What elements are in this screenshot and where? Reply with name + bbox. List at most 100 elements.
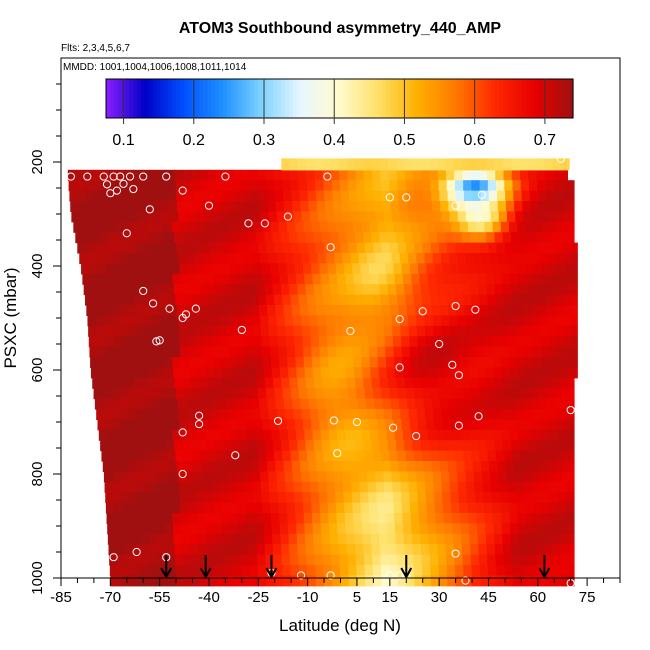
heatmap-cell xyxy=(478,377,488,389)
heatmap-cell xyxy=(430,565,440,576)
y-axis-label: PSXC (mbar) xyxy=(1,267,20,368)
heatmap-cell xyxy=(384,336,394,348)
heatmap-cell xyxy=(523,325,533,337)
heatmap-cell xyxy=(350,211,360,223)
heatmap-cell xyxy=(393,419,403,431)
heatmap-cell xyxy=(478,158,488,171)
heatmap-cell xyxy=(501,273,511,285)
heatmap-cell xyxy=(184,461,194,472)
heatmap-cell xyxy=(454,169,463,181)
heatmap-cell xyxy=(400,325,410,337)
heatmap-cell xyxy=(510,523,519,535)
heatmap-cell xyxy=(312,273,322,285)
heatmap-cell xyxy=(325,398,334,410)
heatmap-cell xyxy=(423,201,433,212)
heatmap-cell xyxy=(253,263,263,275)
heatmap-cell xyxy=(466,409,475,420)
heatmap-cell xyxy=(482,409,492,420)
heatmap-cell xyxy=(359,325,369,337)
heatmap-cell xyxy=(272,440,282,452)
heatmap-cell xyxy=(334,471,343,483)
heatmap-cell xyxy=(437,377,447,389)
heatmap-cell xyxy=(131,273,141,285)
heatmap-cell xyxy=(214,523,223,535)
heatmap-cell xyxy=(501,523,511,535)
heatmap-cell xyxy=(501,513,510,524)
heatmap-cell xyxy=(410,502,419,514)
heatmap-cell xyxy=(440,201,449,212)
data-point xyxy=(181,310,191,319)
colorbar-segment xyxy=(386,79,391,118)
heatmap-cell xyxy=(346,440,356,452)
heatmap-cell xyxy=(212,419,222,431)
heatmap-cell xyxy=(493,367,503,379)
heatmap-cell xyxy=(82,273,92,285)
heatmap-cell xyxy=(191,450,201,462)
heatmap-cell xyxy=(375,481,385,493)
heatmap-cell xyxy=(322,544,332,556)
heatmap-cell xyxy=(122,513,132,524)
heatmap-cell xyxy=(258,190,268,202)
heatmap-cell xyxy=(364,388,374,400)
heatmap-cell xyxy=(163,419,173,431)
heatmap-cell xyxy=(151,388,160,400)
heatmap-cell xyxy=(277,325,287,337)
heatmap-cell xyxy=(303,502,312,514)
heatmap-cell xyxy=(498,409,508,420)
heatmap-cell xyxy=(194,253,204,264)
colorbar-segment xyxy=(211,79,216,118)
heatmap-cell xyxy=(558,513,568,524)
heatmap-cell xyxy=(144,398,154,410)
heatmap-cell xyxy=(191,294,201,306)
heatmap-cell xyxy=(383,211,393,223)
heatmap-cell xyxy=(519,169,529,181)
heatmap-cell xyxy=(492,419,501,431)
heatmap-cell xyxy=(548,481,558,493)
heatmap-cell xyxy=(441,325,451,337)
heatmap-cell xyxy=(277,336,287,348)
arrow-head xyxy=(160,567,173,580)
heatmap-cell xyxy=(550,429,560,441)
colorbar-segment xyxy=(230,79,236,118)
heatmap-cell xyxy=(353,367,363,379)
heatmap-cell xyxy=(93,388,103,400)
heatmap-cell xyxy=(157,544,167,556)
heatmap-cell xyxy=(260,211,270,223)
heatmap-cell xyxy=(461,533,471,545)
heatmap-cell xyxy=(363,377,373,389)
heatmap-cell xyxy=(134,388,144,400)
heatmap-cell xyxy=(523,315,532,327)
heatmap-cell xyxy=(142,565,152,576)
data-point xyxy=(145,205,154,214)
colorbar-segment xyxy=(238,79,243,118)
heatmap-cell xyxy=(534,367,544,379)
heatmap-cell xyxy=(155,221,165,233)
colorbar-segment xyxy=(456,79,461,118)
heatmap-cell xyxy=(568,440,575,452)
heatmap-cell xyxy=(191,169,200,181)
heatmap-cell xyxy=(142,180,152,192)
heatmap-cell xyxy=(384,481,393,493)
heatmap-cell xyxy=(266,190,276,202)
heatmap-cell xyxy=(557,419,567,431)
heatmap-cell xyxy=(235,315,245,327)
data-point xyxy=(352,417,362,427)
data-point xyxy=(461,576,470,585)
heatmap-cell xyxy=(476,513,486,524)
heatmap-cell xyxy=(286,492,295,504)
heatmap-cell xyxy=(533,419,543,431)
heatmap-cell xyxy=(237,346,247,358)
heatmap-cell xyxy=(113,263,123,275)
heatmap-cell xyxy=(295,357,305,368)
heatmap-cell xyxy=(315,565,325,576)
heatmap-cell xyxy=(534,273,544,285)
heatmap-cell xyxy=(514,201,523,212)
heatmap-cell xyxy=(361,221,370,233)
heatmap-cell xyxy=(174,544,184,556)
heatmap-cell xyxy=(324,305,334,316)
heatmap-cell xyxy=(429,377,439,389)
heatmap-cell xyxy=(349,305,359,316)
heatmap-cell xyxy=(520,450,530,462)
heatmap-cell xyxy=(476,429,486,441)
heatmap-cell xyxy=(200,294,209,306)
